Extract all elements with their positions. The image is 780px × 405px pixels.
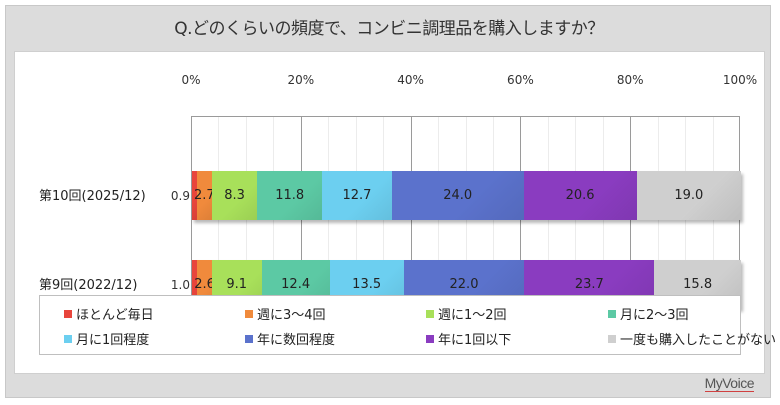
bar-segment: 11.8 bbox=[257, 171, 323, 220]
chart-title: Q.どのくらいの頻度で、コンビニ調理品を購入しますか？ bbox=[174, 19, 604, 39]
legend-label: 週に1～2回 bbox=[438, 308, 507, 323]
data-label: 0.9 bbox=[170, 188, 190, 203]
stacked-bar: 0.9 2.7 8.3 11.8 12.7 24.0 20.6 19.0 bbox=[171, 171, 741, 220]
data-label: 13.5 bbox=[352, 277, 382, 292]
legend-label: 週に3～4回 bbox=[257, 308, 326, 323]
category-label: 第9回(2022/12) bbox=[39, 278, 138, 293]
legend-swatch-icon bbox=[426, 309, 434, 318]
bar-segment: 20.6 bbox=[523, 171, 637, 220]
legend-item: ほとんど毎日 bbox=[64, 304, 154, 323]
data-label: 24.0 bbox=[443, 188, 473, 203]
legend-item: 月に1回程度 bbox=[64, 329, 149, 348]
data-label: 15.8 bbox=[683, 277, 713, 292]
legend-label: 月に1回程度 bbox=[76, 333, 150, 348]
data-label: 12.7 bbox=[342, 188, 372, 203]
myvoice-logo: MyVoice bbox=[704, 375, 755, 392]
x-tick-label: 40% bbox=[397, 73, 424, 87]
legend-label: 年に1回以下 bbox=[438, 333, 512, 348]
chart-panel: 0% 20% 40% 60% 80% 100% 第10回(2025/12) 第9回(2022… bbox=[14, 51, 776, 374]
x-tick-label: 100% bbox=[722, 73, 758, 87]
legend-swatch-icon bbox=[245, 309, 253, 318]
legend-swatch-icon bbox=[608, 309, 616, 318]
data-label: 11.8 bbox=[275, 188, 305, 203]
data-label: 1.0 bbox=[170, 277, 190, 292]
data-label: 20.6 bbox=[565, 188, 595, 203]
legend-swatch-icon bbox=[245, 334, 253, 343]
bar-segment: 12.7 bbox=[322, 171, 392, 220]
legend-label: 年に数回程度 bbox=[257, 333, 336, 348]
data-label: 2.6 bbox=[194, 277, 215, 292]
data-label: 12.4 bbox=[281, 277, 311, 292]
bar-segment: 8.3 bbox=[211, 171, 258, 220]
data-label: 23.7 bbox=[574, 277, 604, 292]
legend-label: ほとんど毎日 bbox=[76, 308, 154, 323]
x-tick-label: 80% bbox=[616, 73, 644, 87]
bar-segment: 19.0 bbox=[636, 171, 741, 220]
bar-segment: 0.9 bbox=[171, 171, 197, 220]
x-tick-label: 20% bbox=[287, 73, 315, 87]
legend-swatch-icon bbox=[64, 309, 72, 318]
bar-segment: 2.7 bbox=[194, 171, 215, 220]
x-tick-label: 60% bbox=[507, 73, 534, 87]
legend-label: 一度も購入したことがない bbox=[620, 333, 777, 348]
data-label: 2.7 bbox=[194, 188, 215, 203]
legend-swatch-icon bbox=[64, 334, 72, 343]
legend-item: 月に2～3回 bbox=[608, 304, 689, 323]
chart-frame: Q.どのくらいの頻度で、コンビニ調理品を購入しますか？ 0% 20% 40% 60% 8… bbox=[5, 5, 776, 398]
plot-area: 0.9 2.7 8.3 11.8 12.7 24.0 20.6 19.0 1.0 2.6 9.1 12… bbox=[171, 116, 741, 313]
data-label: 9.1 bbox=[226, 277, 248, 292]
legend-item: 年に1回以下 bbox=[426, 329, 511, 348]
legend-item: 年に数回程度 bbox=[245, 329, 335, 348]
legend-swatch-icon bbox=[426, 334, 434, 343]
legend-item: 週に1～2回 bbox=[426, 304, 507, 323]
bar-segment: 1.0 bbox=[171, 260, 198, 309]
data-label: 22.0 bbox=[449, 277, 479, 292]
legend: ほとんど毎日 週に3～4回 週に1～2回 月に2～3回月に1回程度 年に数回程度 年に1回… bbox=[39, 295, 776, 355]
data-label: 8.3 bbox=[224, 188, 245, 203]
category-label: 第10回(2025/12) bbox=[39, 189, 146, 204]
legend-item: 週に3～4回 bbox=[245, 304, 326, 323]
x-tick-label: 0% bbox=[181, 73, 201, 87]
data-label: 19.0 bbox=[674, 188, 704, 203]
bar-segment: 24.0 bbox=[391, 171, 524, 220]
legend-swatch-icon bbox=[608, 334, 616, 343]
legend-item: 一度も購入したことがない bbox=[608, 329, 776, 348]
legend-label: 月に2～3回 bbox=[620, 308, 689, 323]
